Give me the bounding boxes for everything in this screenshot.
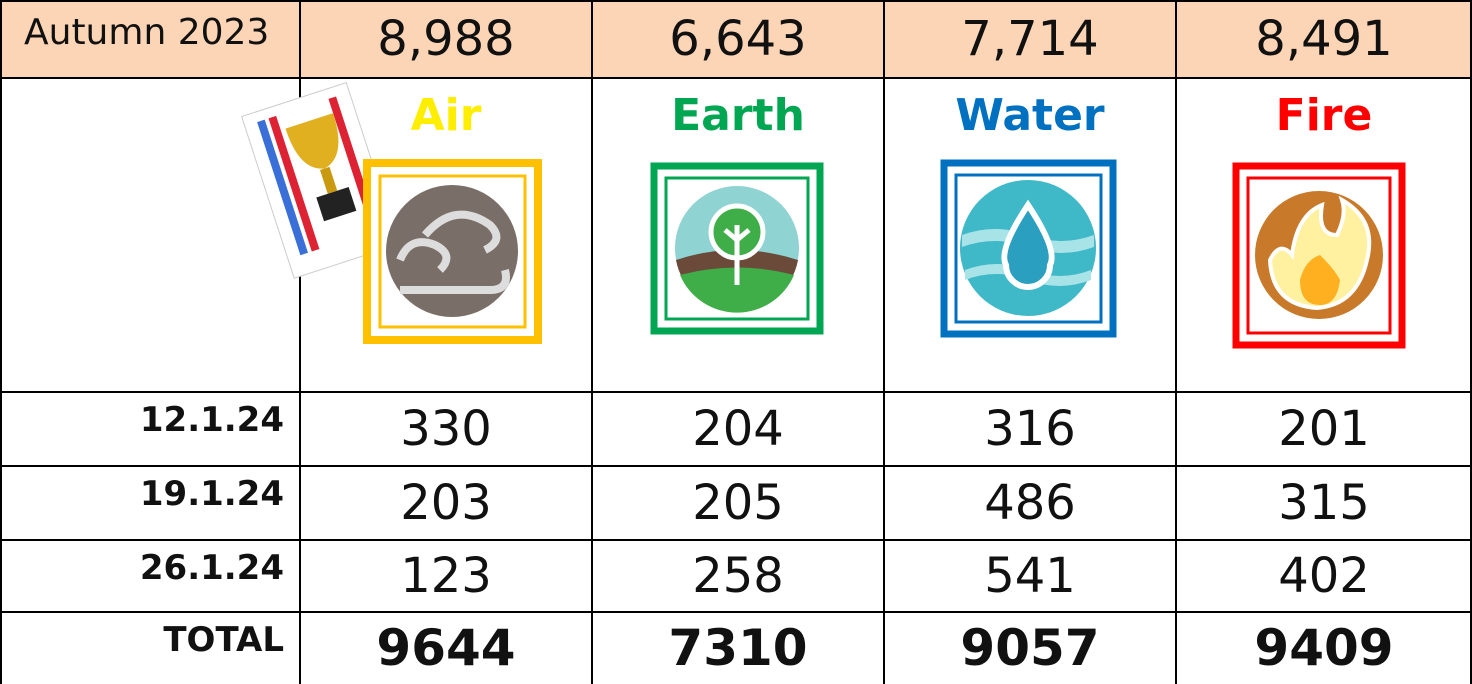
fire-icon	[1236, 166, 1402, 345]
num-cell: 204	[592, 392, 884, 466]
water-icon	[944, 163, 1113, 334]
hdr-first-cell: Autumn 2023	[0, 0, 300, 78]
num-cell: 201	[1176, 392, 1472, 466]
date-cell: TOTAL	[0, 612, 300, 684]
hdr-num-cell: 8,988	[300, 0, 592, 78]
num-cell: 330	[300, 392, 592, 466]
num-cell: 486	[884, 466, 1176, 540]
hdr-num-cell: 6,643	[592, 0, 884, 78]
num-cell: 205	[592, 466, 884, 540]
house-cell: Water	[884, 78, 1176, 160]
tot-cell: 7310	[592, 612, 884, 684]
house-cell: Fire	[1176, 78, 1472, 160]
tot-cell: 9057	[884, 612, 1176, 684]
num-cell: 123	[300, 540, 592, 612]
num-cell: 402	[1176, 540, 1472, 612]
hdr-num-cell: 8,491	[1176, 0, 1472, 78]
num-cell: 316	[884, 392, 1176, 466]
house-cell: Air	[300, 78, 592, 160]
date-cell: 19.1.24	[0, 466, 300, 540]
air-icon	[367, 163, 538, 340]
tot-cell: 9409	[1176, 612, 1472, 684]
hdr-num-cell: 7,714	[884, 0, 1176, 78]
house-points-table: Autumn 20238,9886,6437,7148,491 AirEarthW…	[0, 0, 1472, 684]
date-cell: 12.1.24	[0, 392, 300, 466]
date-cell: 26.1.24	[0, 540, 300, 612]
house-cell: Earth	[592, 78, 884, 160]
earth-icon	[654, 166, 820, 331]
tot-cell: 9644	[300, 612, 592, 684]
num-cell: 258	[592, 540, 884, 612]
num-cell: 541	[884, 540, 1176, 612]
num-cell: 315	[1176, 466, 1472, 540]
num-cell: 203	[300, 466, 592, 540]
